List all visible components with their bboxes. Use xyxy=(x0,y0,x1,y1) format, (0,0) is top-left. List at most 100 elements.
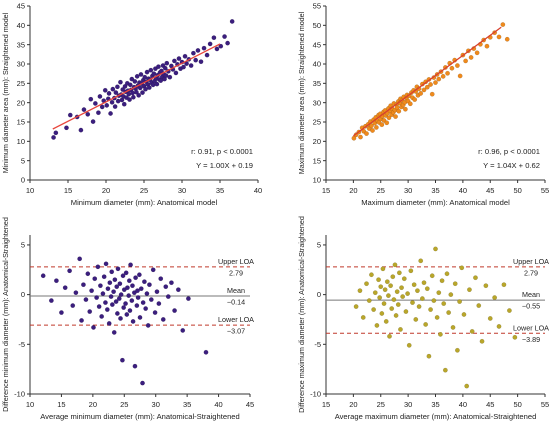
data-point xyxy=(130,283,135,289)
x-tick-label: 50 xyxy=(513,400,521,409)
x-tick-label: 30 xyxy=(404,186,412,195)
data-point xyxy=(146,85,152,90)
data-point xyxy=(379,311,385,316)
data-point xyxy=(378,284,384,290)
data-point xyxy=(67,268,72,274)
x-tick-label: 30 xyxy=(404,400,412,409)
x-tick-label: 15 xyxy=(322,400,330,409)
data-point xyxy=(109,302,115,307)
data-point xyxy=(145,323,151,328)
data-point xyxy=(398,327,403,332)
x-tick-label: 15 xyxy=(57,400,65,409)
data-point xyxy=(115,266,121,272)
data-point xyxy=(421,87,427,93)
data-point xyxy=(441,301,447,306)
x-tick-label: 40 xyxy=(254,186,262,195)
data-point xyxy=(384,279,390,285)
data-point xyxy=(423,322,428,327)
x-tick-label: 35 xyxy=(183,400,191,409)
data-point xyxy=(424,84,430,90)
chart-panel-bl: 10 15 20 25 30 35 40 45 -10 -5 0 5 Average minimum d… xyxy=(1,217,254,421)
data-point xyxy=(463,58,468,64)
data-point xyxy=(142,74,148,80)
data-point xyxy=(389,306,395,311)
y-tick-label: 10 xyxy=(313,176,321,185)
data-point xyxy=(126,278,132,284)
x-tick-label: 55 xyxy=(541,400,549,409)
upper-loa-label: Upper LOA xyxy=(218,257,254,266)
data-point xyxy=(121,101,127,107)
upper-loa-value: 2.79 xyxy=(229,268,243,277)
data-point xyxy=(127,97,132,102)
data-point xyxy=(371,307,376,312)
data-point xyxy=(108,294,114,299)
data-point xyxy=(152,310,158,315)
data-point xyxy=(102,87,108,93)
data-point xyxy=(143,306,149,311)
data-point xyxy=(138,286,144,292)
data-point xyxy=(357,288,363,293)
data-point xyxy=(126,293,132,298)
data-point xyxy=(163,73,169,78)
x-tick-label: 15 xyxy=(64,186,72,195)
x-tick-label: 35 xyxy=(431,186,439,195)
data-point xyxy=(172,58,177,64)
data-point xyxy=(167,74,173,80)
data-point xyxy=(487,316,493,321)
data-point xyxy=(140,380,145,386)
y-tick-label: 0 xyxy=(21,290,25,299)
data-point xyxy=(40,273,46,279)
data-point xyxy=(142,279,147,285)
y-tick-label: 50 xyxy=(313,21,321,30)
data-point xyxy=(120,357,125,363)
data-point xyxy=(188,63,194,68)
data-point xyxy=(132,79,138,84)
data-point xyxy=(114,284,120,290)
data-point xyxy=(496,34,502,40)
data-point xyxy=(401,276,407,282)
x-tick-label: 25 xyxy=(377,400,385,409)
data-point xyxy=(136,92,142,98)
data-point xyxy=(144,291,150,296)
data-point xyxy=(144,69,150,75)
upper-loa-label: Upper LOA xyxy=(513,257,549,266)
data-point xyxy=(412,97,418,102)
correlation-annotation: r: 0.91, p < 0.0001 xyxy=(191,147,253,156)
y-axis-label: Minimum diameter area (mm): Straightened… xyxy=(1,12,10,173)
data-point xyxy=(176,56,182,61)
data-point xyxy=(117,281,123,287)
data-point xyxy=(449,65,455,71)
data-point xyxy=(135,295,141,300)
data-point xyxy=(104,307,110,312)
data-point xyxy=(107,280,113,286)
data-point xyxy=(118,316,123,321)
data-point xyxy=(369,272,374,278)
x-axis-label: Minimum diameter (mm): Anatomical model xyxy=(71,198,218,207)
data-point xyxy=(96,304,102,309)
data-point xyxy=(484,43,490,49)
data-point xyxy=(137,85,143,91)
data-point xyxy=(377,295,383,300)
data-point xyxy=(393,313,399,318)
data-point xyxy=(94,295,99,300)
data-point xyxy=(225,40,230,46)
data-point xyxy=(410,300,415,305)
data-point xyxy=(172,308,177,313)
chart-panel-br: 15 20 25 30 35 40 45 50 55 -10 -5 0 5 Average maximum… xyxy=(297,216,549,421)
data-point xyxy=(229,19,235,24)
x-tick-label: 25 xyxy=(140,186,148,195)
y-tick-label: 55 xyxy=(313,2,321,11)
data-point xyxy=(399,285,404,291)
data-point xyxy=(428,307,433,312)
data-point xyxy=(376,277,381,283)
mean-loa-label: Mean xyxy=(227,286,245,295)
data-point xyxy=(112,104,118,109)
x-tick-label: 40 xyxy=(459,186,467,195)
data-point xyxy=(181,64,186,70)
data-point xyxy=(416,304,422,309)
data-point xyxy=(106,321,112,326)
data-point xyxy=(492,295,497,300)
data-point xyxy=(204,52,210,58)
data-point xyxy=(186,296,191,301)
